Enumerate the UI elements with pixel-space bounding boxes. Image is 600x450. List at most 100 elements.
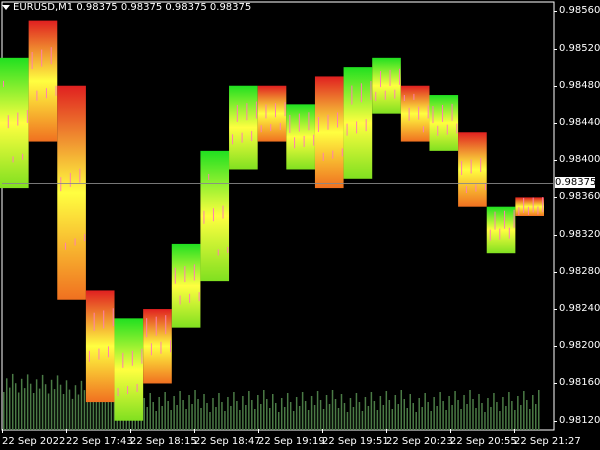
candle [284, 102, 286, 117]
volume-bar [218, 393, 220, 430]
volume-bar [200, 408, 202, 430]
candle [446, 124, 448, 135]
candle [74, 238, 76, 246]
candle [50, 47, 52, 65]
volume-bar [95, 381, 98, 430]
time-axis-tick [322, 429, 323, 433]
candle [236, 104, 238, 122]
volume-bar [358, 402, 361, 430]
volume-bar [439, 392, 441, 430]
volume-bar [194, 390, 196, 430]
volume-bar [227, 397, 229, 430]
volume-bar [442, 401, 444, 430]
candle [442, 104, 444, 122]
heat-block [400, 85, 430, 142]
candle [337, 112, 339, 128]
volume-bar [385, 391, 388, 430]
volume-bar [388, 400, 391, 430]
volume-bar [242, 396, 244, 430]
volume-bar [517, 396, 519, 430]
candle [232, 134, 234, 145]
candle [122, 352, 124, 368]
candle [537, 206, 539, 215]
volume-bar [5, 378, 8, 430]
volume-bar [328, 404, 331, 430]
volume-bar [86, 399, 89, 430]
candle [332, 150, 334, 159]
volume-bar [38, 388, 41, 430]
volume-bar [463, 395, 465, 430]
candle [389, 69, 391, 86]
time-axis-label: 22 Sep 19:19 [258, 436, 325, 447]
volume-bar [221, 402, 223, 430]
dropdown-triangle-icon[interactable] [2, 4, 10, 10]
candle [308, 112, 310, 131]
candle [260, 125, 262, 133]
volume-bar [532, 395, 534, 430]
volume-bar [80, 380, 83, 430]
volume-bar [538, 390, 540, 430]
candle [289, 114, 291, 133]
volume-bar [430, 411, 432, 430]
volume-bar [505, 406, 507, 430]
current-price-marker: 0.98375 [555, 177, 597, 189]
volume-bar [325, 395, 328, 430]
chart-header: EURUSD,M1 0.98375 0.98375 0.98375 0.9837… [2, 2, 251, 14]
volume-bar [343, 403, 346, 430]
candle [31, 52, 33, 70]
volume-bar [412, 403, 414, 430]
volume-bar [89, 385, 92, 430]
candle [155, 316, 157, 336]
heat-block [286, 104, 315, 170]
candle [12, 156, 14, 163]
candle [327, 114, 329, 130]
candle [184, 266, 186, 283]
volume-bar [62, 394, 65, 430]
candle [375, 91, 377, 101]
symbol-label: EURUSD,M1 [13, 2, 74, 13]
volume-bar [511, 401, 513, 430]
volume-bar [245, 405, 247, 430]
heat-block [429, 95, 459, 151]
candle [470, 159, 472, 174]
candle [432, 106, 434, 124]
volume-bar [301, 392, 304, 430]
volume-bar [379, 396, 382, 430]
volume-bar [367, 406, 370, 430]
volume-bar [436, 406, 438, 430]
candle [98, 348, 100, 360]
volume-bar [113, 391, 116, 430]
candle [422, 126, 424, 133]
volume-bar [110, 381, 113, 430]
heat-block [143, 309, 172, 384]
candle [413, 93, 415, 100]
price-axis-tick [554, 122, 557, 124]
volume-bar [295, 397, 298, 430]
candle [7, 115, 9, 129]
volume-bar [277, 412, 280, 430]
volume-bar [65, 380, 68, 430]
volume-bar [146, 407, 148, 430]
volume-bar [47, 393, 50, 430]
volume-bar [400, 390, 403, 430]
candle [341, 148, 343, 157]
candle [527, 206, 529, 215]
candle [403, 95, 405, 102]
time-axis-label: 22 Sep 20:23 [386, 436, 453, 447]
candle [55, 85, 57, 96]
price-axis-tick [554, 383, 557, 385]
ohlc-values: 0.98375 0.98375 0.98375 0.98375 [76, 2, 252, 13]
volume-bar [409, 394, 411, 430]
volume-bar [56, 375, 59, 430]
candle [227, 246, 229, 253]
time-axis-label: 22 Sep 2022 [2, 436, 66, 447]
volume-bar [179, 391, 181, 430]
volume-bar [26, 374, 29, 430]
volume-bar [283, 407, 286, 430]
candle [356, 121, 358, 134]
heat-block [114, 318, 144, 421]
heat-block [458, 132, 487, 207]
candle [141, 348, 143, 364]
volume-bar [50, 379, 53, 430]
